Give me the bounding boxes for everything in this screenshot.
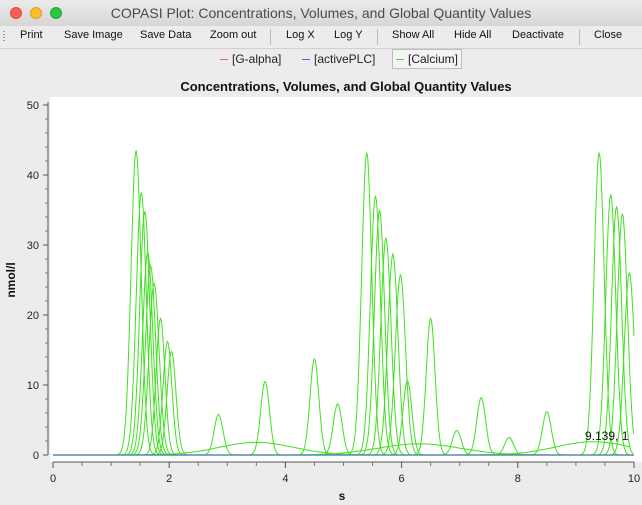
legend-label-active-plc: [activePLC] [314, 52, 376, 66]
x-tick-label: 2 [166, 473, 172, 485]
legend-label-g-alpha: [G-alpha] [232, 52, 282, 66]
window-title: COPASI Plot: Concentrations, Volumes, an… [110, 5, 532, 21]
x-tick-label: 6 [399, 473, 405, 485]
legend-swatch-active-plc [302, 59, 310, 61]
calcium-peak [248, 380, 282, 456]
legend-label-calcium: [Calcium] [408, 52, 459, 66]
zoom-window-icon[interactable] [50, 7, 62, 19]
log-x-button[interactable]: Log X [286, 29, 315, 41]
calcium-peak [298, 358, 331, 456]
save-data-button[interactable]: Save Data [140, 29, 192, 41]
calcium-peak [360, 209, 399, 456]
calcium-peak [144, 316, 177, 456]
calcium-peak [597, 206, 634, 456]
calcium-peak [580, 152, 618, 456]
y-tick-label: 20 [27, 310, 39, 322]
calcium-peak [122, 192, 161, 456]
show-all-button[interactable]: Show All [392, 29, 435, 41]
y-tick-label: 0 [33, 450, 39, 462]
y-tick-label: 10 [27, 380, 39, 392]
zoom-out-button[interactable]: Zoom out [210, 29, 257, 41]
y-tick-label: 30 [27, 240, 39, 252]
close-button[interactable]: Close [594, 29, 623, 41]
x-tick-label: 4 [282, 473, 288, 485]
minimize-window-icon[interactable] [30, 7, 42, 19]
y-tick-label: 50 [27, 100, 39, 112]
calcium-peak [151, 340, 184, 456]
calcium-wave [291, 443, 547, 456]
save-image-button[interactable]: Save Image [64, 29, 123, 41]
x-tick-label: 10 [628, 473, 640, 485]
toolbar-separator [270, 29, 271, 45]
y-axis-label: nmol/l [4, 262, 18, 297]
legend-swatch-g-alpha [220, 59, 228, 61]
calcium-peak [440, 429, 474, 456]
legend-item-calcium[interactable]: [Calcium] [392, 49, 463, 69]
toolbar-grip-icon[interactable] [3, 31, 5, 43]
calcium-peak [381, 273, 420, 456]
chart-title: Concentrations, Volumes, and Global Quan… [180, 79, 512, 94]
calcium-wave [477, 441, 631, 456]
y-tick-label: 40 [27, 170, 39, 182]
hide-all-button[interactable]: Hide All [454, 29, 492, 41]
plot-toolbar: Print Save Image Save Data Zoom out Log … [0, 26, 642, 49]
calcium-peak [131, 264, 170, 456]
calcium-peak [414, 317, 447, 456]
calcium-peak [610, 271, 635, 456]
calcium-peak [202, 413, 235, 456]
print-button[interactable]: Print [20, 29, 43, 41]
x-tick-label: 0 [50, 473, 56, 485]
legend-item-g-alpha[interactable]: [G-alpha] [220, 50, 281, 68]
legend-item-active-plc[interactable]: [activePLC] [302, 50, 375, 68]
calcium-peak [117, 150, 155, 456]
calcium-peak [356, 195, 395, 456]
x-axis-label: s [339, 489, 346, 503]
calcium-peak [155, 350, 188, 456]
window-titlebar: COPASI Plot: Concentrations, Volumes, an… [0, 0, 642, 27]
calcium-peak [464, 396, 498, 456]
toolbar-separator [377, 29, 378, 45]
calcium-peak [128, 250, 167, 456]
deactivate-button[interactable]: Deactivate [512, 29, 564, 41]
log-y-button[interactable]: Log Y [334, 29, 363, 41]
coordinate-readout: 9.139, 1 [585, 429, 629, 443]
calcium-peak [126, 211, 164, 456]
legend-swatch-calcium [396, 59, 404, 61]
calcium-peak [347, 152, 386, 456]
calcium-peak [603, 213, 634, 456]
close-window-icon[interactable] [10, 7, 22, 19]
calcium-peak [530, 410, 564, 456]
calcium-peak [135, 281, 173, 456]
toolbar-separator [579, 29, 580, 45]
x-tick-label: 8 [515, 473, 521, 485]
